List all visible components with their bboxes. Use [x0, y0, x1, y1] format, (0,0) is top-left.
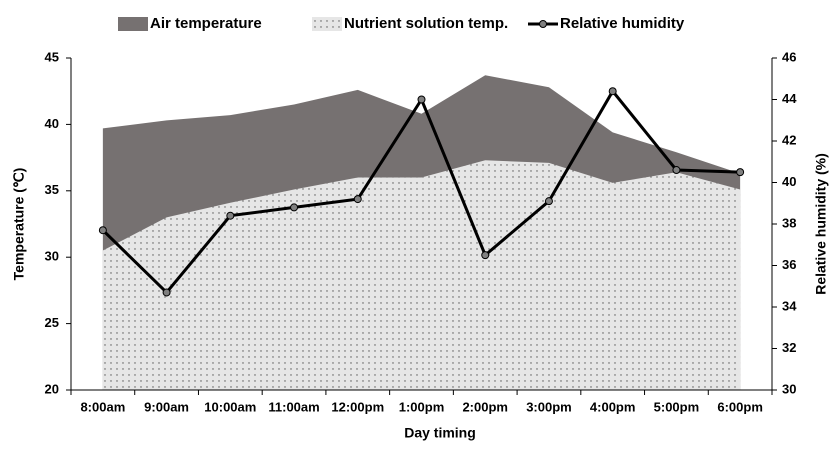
area: [102, 160, 741, 390]
marker: [162, 288, 171, 297]
x-tick-label: 1:00pm: [399, 399, 445, 414]
marker: [544, 197, 553, 206]
marker: [98, 226, 107, 235]
y-tick-label: 20: [45, 381, 59, 396]
x-axis-label: Day timing: [404, 425, 476, 441]
y2-tick-label: 46: [782, 49, 796, 64]
x-tick-label: 9:00am: [144, 399, 189, 414]
marker: [481, 251, 490, 260]
y-tick-label: 40: [45, 116, 59, 131]
y-tick-label: 45: [45, 49, 59, 64]
legend-swatch: [312, 17, 342, 31]
y2-tick-label: 34: [782, 298, 797, 313]
marker: [290, 203, 299, 212]
x-tick-label: 4:00pm: [590, 399, 636, 414]
y-axis-label: Temperature (℃): [11, 168, 27, 281]
x-tick-label: 11:00am: [268, 399, 319, 414]
y2-axis-label: Relative humidity (%): [813, 153, 829, 295]
y-tick-label: 35: [45, 182, 59, 197]
x-tick-label: 5:00pm: [654, 399, 700, 414]
y2-tick-label: 38: [782, 215, 796, 230]
y2-tick-label: 30: [782, 381, 796, 396]
y2-tick-label: 44: [782, 91, 797, 106]
x-tick-label: 12:00pm: [331, 399, 384, 414]
y2-tick-label: 40: [782, 174, 796, 189]
marker: [608, 87, 617, 96]
marker: [672, 166, 681, 175]
y-tick-label: 25: [45, 315, 59, 330]
y2-tick-label: 32: [782, 340, 796, 355]
legend-label: Air temperature: [150, 15, 262, 32]
x-tick-label: 10:00am: [204, 399, 256, 414]
x-tick-label: 3:00pm: [526, 399, 572, 414]
y2-tick-label: 42: [782, 132, 796, 147]
y-tick-label: 30: [45, 249, 59, 264]
legend-swatch: [118, 17, 148, 31]
x-tick-label: 8:00am: [80, 399, 125, 414]
marker: [226, 211, 235, 220]
legend-marker: [539, 20, 547, 28]
marker: [736, 168, 745, 177]
marker: [353, 195, 362, 204]
x-tick-label: 2:00pm: [462, 399, 508, 414]
x-tick-label: 6:00pm: [717, 399, 763, 414]
legend-label: Relative humidity: [560, 15, 685, 32]
legend-label: Nutrient solution temp.: [344, 15, 508, 32]
marker: [417, 95, 426, 104]
y2-tick-label: 36: [782, 257, 796, 272]
